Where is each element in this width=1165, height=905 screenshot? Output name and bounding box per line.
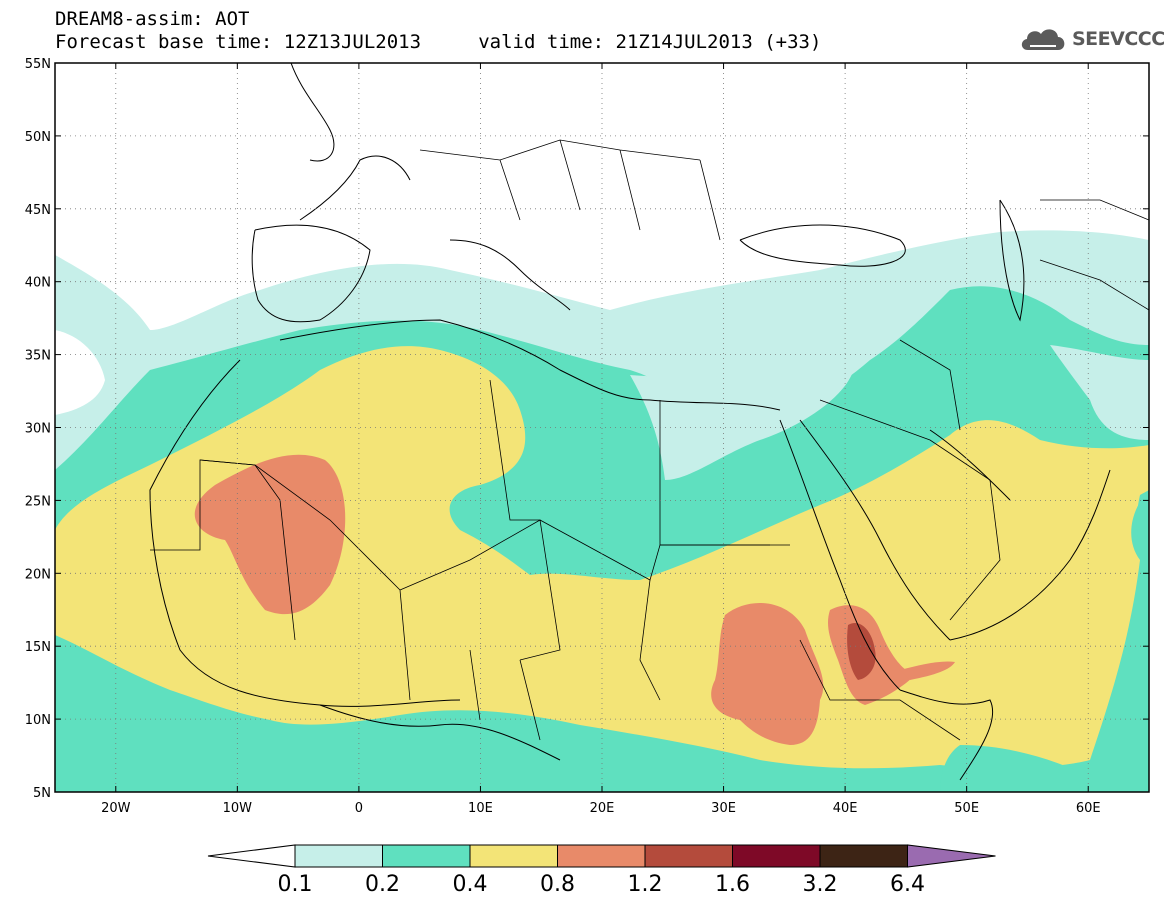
colorbar-label: 1.6 — [715, 872, 750, 897]
colorbar-right-arrow — [907, 844, 996, 868]
coast-horn-africa — [899, 689, 994, 781]
country-borders — [150, 139, 1149, 741]
border-niger — [399, 519, 561, 661]
lat-tick-label: 30N — [25, 422, 51, 437]
border-sudan-chad — [639, 579, 661, 701]
colorbar-segment — [819, 844, 908, 868]
colorbar-segment — [644, 844, 733, 868]
aot-band-0.8-1.2-sahara — [194, 454, 346, 615]
coast-italy — [449, 239, 571, 311]
coast-arabia — [929, 429, 1111, 641]
border-saudi — [819, 399, 1001, 621]
lon-tick-label: 10E — [468, 801, 493, 816]
aot-band-0.8-1.2-yemen — [900, 661, 955, 680]
logo-text: SEEVCCC — [1072, 28, 1165, 50]
colorbar-segment — [294, 844, 383, 868]
lat-tick-label: 25N — [25, 494, 51, 509]
colorbar-label: 0.1 — [278, 872, 313, 897]
lon-tick-label: 50E — [954, 801, 979, 816]
colorbar-segment — [469, 844, 558, 868]
lat-tick-label: 45N — [25, 203, 51, 218]
lat-tick-label: 15N — [25, 640, 51, 655]
border-mauritania — [150, 459, 296, 641]
cloud-icon — [1021, 29, 1065, 50]
lon-tick-label: 20W — [101, 801, 131, 816]
coastlines — [149, 63, 1111, 781]
aot-contour-fields — [55, 63, 1149, 792]
aot-band-0.1-0.2-iran — [1050, 345, 1149, 440]
lon-tick-label: 0 — [355, 801, 363, 816]
border-iraq-iran — [899, 339, 961, 431]
coast-caspian — [999, 199, 1025, 322]
aot-band-1.2-1.6-ethiopia — [847, 622, 876, 680]
border-nigeria — [469, 649, 541, 741]
border-europe-grid — [419, 139, 721, 241]
border-algeria-libya — [489, 379, 540, 521]
border-ethiopia — [799, 639, 961, 741]
aot-band-0.1-0.2-egypt — [630, 350, 855, 480]
colorbar-label: 0.2 — [365, 872, 400, 897]
coast-france-uk — [290, 63, 411, 221]
colorbar-segment — [732, 844, 821, 868]
colorbar-label: 0.8 — [540, 872, 575, 897]
colorbar: 0.1 0.2 0.4 0.8 1.2 1.6 3.2 6.4 — [207, 844, 996, 897]
lat-tick-label: 35N — [25, 349, 51, 364]
coast-gulf-guinea — [319, 704, 561, 761]
lon-tick-label: 10W — [223, 801, 253, 816]
coast-iberia — [251, 224, 371, 323]
lon-tick-label: 40E — [833, 801, 858, 816]
map-title: DREAM8-assim: AOT — [55, 8, 250, 30]
colorbar-label: 0.4 — [453, 872, 488, 897]
coast-west-africa — [149, 359, 461, 707]
seevccc-logo: SEEVCCC — [1018, 22, 1165, 56]
lat-tick-label: 10N — [25, 713, 51, 728]
aot-band-0.2-0.4-arabian-sea — [1136, 490, 1149, 560]
colorbar-label: 1.2 — [628, 872, 663, 897]
atlantic-clear-region — [55, 330, 105, 415]
lon-tick-label: 20E — [590, 801, 615, 816]
lat-tick-label: 40N — [25, 276, 51, 291]
lat-tick-label: 20N — [25, 567, 51, 582]
lat-tick-label: 5N — [33, 786, 51, 801]
map-subtitle: Forecast base time: 12Z13JUL2013 valid t… — [55, 31, 822, 53]
colorbar-segment — [557, 844, 646, 868]
lat-tick-label: 50N — [25, 130, 51, 145]
coast-black-sea — [739, 224, 906, 267]
lon-tick-label: 60E — [1076, 801, 1101, 816]
colorbar-left-arrow — [207, 844, 296, 868]
coast-red-sea — [779, 419, 951, 691]
latitude-ticks: 5N 10N 15N 20N 25N 30N 35N 40N 45N 50N 55N — [25, 57, 1149, 801]
colorbar-label: 6.4 — [890, 872, 925, 897]
aot-band-0.8-1.2-sudan — [711, 603, 824, 745]
coast-north-africa — [279, 319, 781, 411]
colorbar-label: 3.2 — [803, 872, 838, 897]
lat-tick-label: 55N — [25, 57, 51, 72]
longitude-ticks: 20W 10W 0 10E 20E 30E 40E 50E 60E — [101, 63, 1101, 816]
lon-tick-label: 30E — [711, 801, 736, 816]
border-turkmenistan — [1039, 259, 1149, 311]
colorbar-segment — [382, 844, 471, 868]
border-kazakhstan — [1040, 199, 1149, 221]
aot-band-0.2-0.4-somalia — [940, 745, 1075, 792]
